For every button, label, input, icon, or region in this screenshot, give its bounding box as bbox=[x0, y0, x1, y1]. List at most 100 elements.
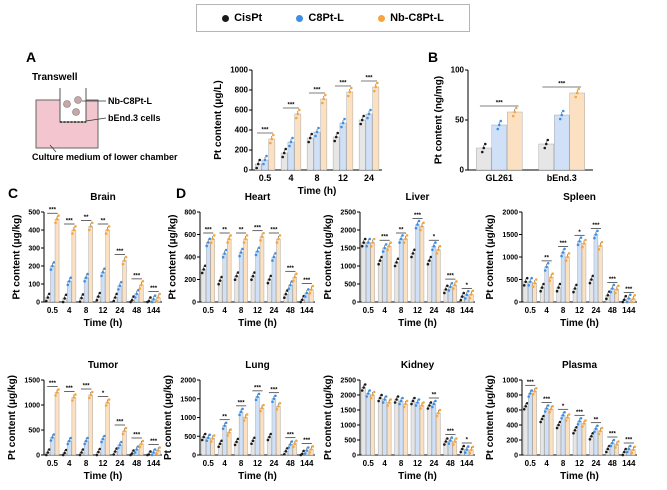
data-point bbox=[584, 419, 587, 422]
x-tick-label: 144 bbox=[622, 459, 636, 468]
data-point bbox=[257, 246, 261, 250]
data-point bbox=[292, 279, 295, 283]
data-point bbox=[289, 140, 293, 144]
bar-cispt bbox=[377, 260, 383, 303]
legend: CisPt C8Pt-L Nb-C8Pt-L bbox=[196, 4, 470, 32]
x-tick-label: 4 bbox=[544, 306, 549, 315]
x-tick-label: 4 bbox=[222, 459, 227, 468]
data-point bbox=[365, 395, 369, 398]
data-point bbox=[284, 292, 288, 296]
x-tick-label: 12 bbox=[413, 306, 422, 315]
data-point bbox=[564, 419, 568, 422]
y-tick-label: 2000 bbox=[180, 378, 196, 385]
data-point bbox=[206, 436, 210, 440]
bar-nb-c8pt-l bbox=[614, 444, 620, 456]
data-point bbox=[631, 448, 635, 452]
data-point bbox=[460, 295, 464, 298]
data-point bbox=[90, 390, 94, 394]
data-point bbox=[438, 244, 442, 248]
chart-lung: Lung 0 500 1000 1500 2000 Pt content (μg/kg) Ti… bbox=[163, 360, 315, 482]
data-point bbox=[432, 402, 436, 406]
data-point bbox=[254, 398, 258, 402]
x-tick-label: 144 bbox=[300, 459, 314, 468]
data-point bbox=[444, 288, 448, 291]
x-tick-label: 144 bbox=[460, 459, 474, 468]
data-point bbox=[497, 123, 501, 127]
y-tick-label: 100 bbox=[28, 282, 40, 289]
bar-nb-c8pt-l bbox=[565, 256, 570, 303]
data-point bbox=[605, 450, 608, 454]
data-point bbox=[609, 290, 613, 294]
data-point bbox=[386, 248, 389, 252]
bar-c8pt-l bbox=[255, 251, 260, 303]
bar-nb-c8pt-l bbox=[139, 443, 144, 456]
data-point bbox=[289, 283, 292, 287]
bar-c8pt-l bbox=[222, 253, 227, 303]
data-point bbox=[496, 127, 500, 131]
y-tick-label: 2500 bbox=[340, 378, 356, 385]
data-point bbox=[387, 244, 391, 248]
significance-label: *** bbox=[254, 385, 262, 391]
data-point bbox=[600, 240, 604, 244]
data-point bbox=[123, 429, 126, 433]
bar-nb-c8pt-l bbox=[370, 394, 375, 456]
data-point bbox=[405, 399, 409, 403]
data-point bbox=[251, 274, 255, 278]
significance-label: ** bbox=[399, 228, 404, 234]
data-point bbox=[253, 436, 256, 440]
significance-label: *** bbox=[83, 384, 91, 390]
data-point bbox=[158, 292, 161, 296]
x-tick-label: 8 bbox=[314, 173, 319, 183]
data-point bbox=[413, 248, 416, 252]
legend-label: CisPt bbox=[234, 12, 263, 24]
y-tick-label: 0 bbox=[514, 300, 518, 307]
data-point bbox=[227, 431, 231, 434]
y-tick-label: 300 bbox=[28, 246, 40, 253]
data-point bbox=[420, 404, 424, 407]
data-point bbox=[295, 272, 298, 275]
x-axis-label: Time (h) bbox=[238, 318, 277, 329]
label-medium: Culture medium of lower chamber bbox=[32, 152, 178, 162]
data-point bbox=[469, 293, 473, 296]
bar-c8pt-l bbox=[50, 265, 55, 303]
data-point bbox=[242, 241, 246, 244]
data-point bbox=[51, 264, 54, 268]
data-point bbox=[211, 237, 215, 241]
data-point bbox=[593, 430, 596, 434]
x-tick-label: 48 bbox=[286, 459, 295, 468]
data-point bbox=[84, 439, 88, 443]
bar-c8pt-l bbox=[365, 113, 373, 171]
data-point bbox=[229, 234, 232, 237]
data-point bbox=[333, 139, 337, 143]
data-point bbox=[567, 252, 571, 255]
pointer-line bbox=[49, 144, 57, 153]
data-point bbox=[308, 451, 312, 454]
data-point bbox=[245, 413, 249, 416]
y-tick-label: 2000 bbox=[340, 393, 356, 400]
data-point bbox=[560, 416, 563, 420]
y-tick-label: 200 bbox=[28, 264, 40, 271]
bar-nb-c8pt-l bbox=[292, 443, 298, 456]
data-point bbox=[548, 410, 551, 414]
data-point bbox=[432, 244, 436, 248]
data-point bbox=[242, 419, 246, 422]
data-point bbox=[398, 241, 401, 244]
data-point bbox=[511, 114, 515, 118]
bar-c8pt-l bbox=[577, 241, 582, 303]
data-point bbox=[465, 293, 469, 297]
data-point bbox=[540, 286, 544, 289]
bar-nb-c8pt-l bbox=[370, 242, 375, 303]
data-point bbox=[449, 439, 452, 442]
significance-label: *** bbox=[625, 438, 633, 444]
data-point bbox=[455, 437, 458, 440]
bar-nb-c8pt-l bbox=[226, 238, 232, 303]
data-point bbox=[303, 295, 307, 298]
x-tick-label: 8 bbox=[561, 306, 566, 315]
bar-c8pt-l bbox=[206, 242, 211, 303]
data-point bbox=[546, 138, 550, 142]
data-point bbox=[389, 241, 392, 244]
data-point bbox=[281, 155, 285, 159]
bar-nb-c8pt-l bbox=[614, 289, 620, 303]
data-point bbox=[129, 300, 132, 304]
data-point bbox=[468, 451, 472, 455]
